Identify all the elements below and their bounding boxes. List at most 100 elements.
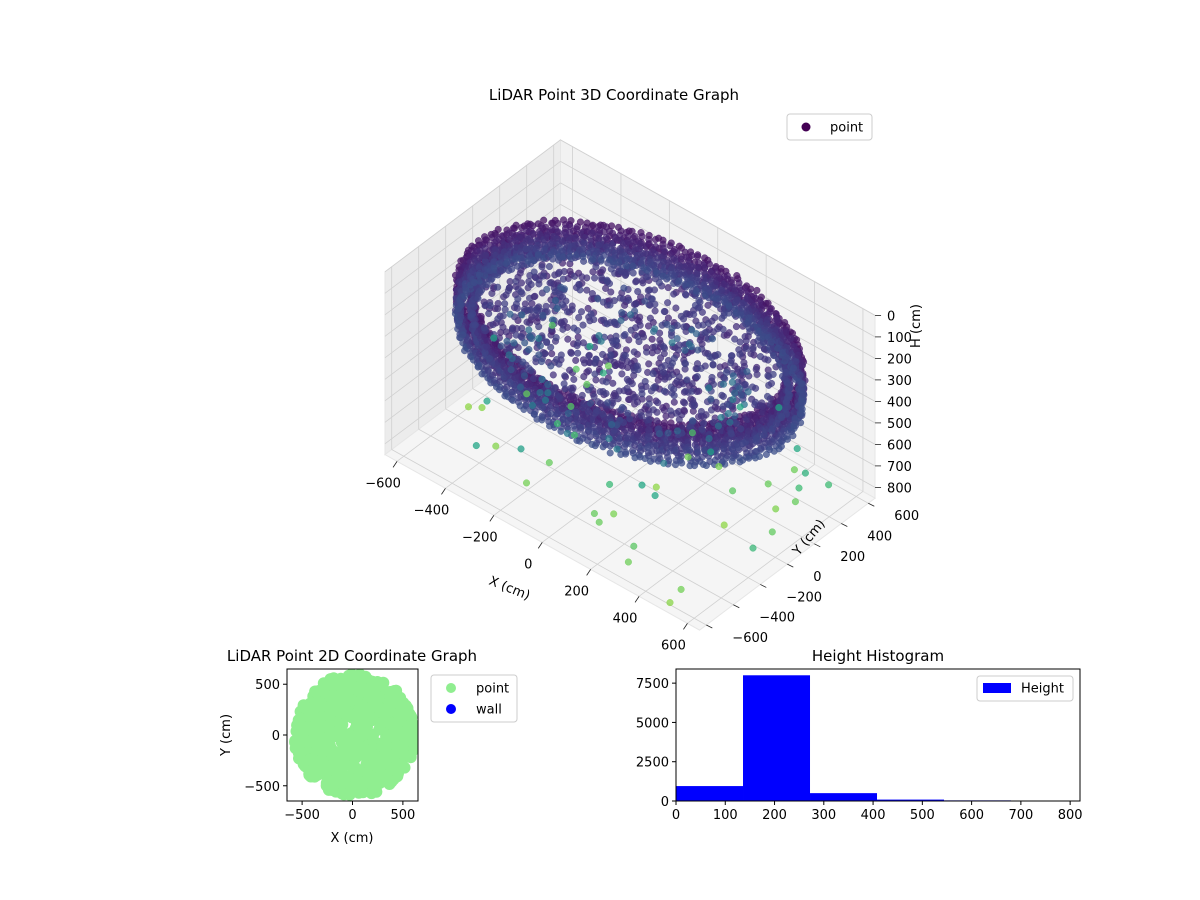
data-point <box>340 709 353 721</box>
data-point <box>599 350 607 358</box>
chart-3d-title: LiDAR Point 3D Coordinate Graph <box>489 86 739 104</box>
data-point <box>688 251 696 259</box>
data-point <box>719 325 727 333</box>
data-point <box>528 335 536 343</box>
data-point <box>705 435 713 443</box>
data-point <box>787 334 795 342</box>
data-point <box>355 679 368 692</box>
data-point <box>575 280 583 288</box>
data-point <box>478 404 486 412</box>
data-point <box>720 521 728 529</box>
data-point <box>297 733 310 746</box>
data-point <box>568 302 576 310</box>
data-point <box>681 407 689 415</box>
data-point <box>653 417 661 425</box>
data-point <box>645 410 653 418</box>
data-point <box>768 528 776 536</box>
data-point <box>525 326 533 334</box>
data-point <box>320 777 333 790</box>
data-point <box>545 459 553 467</box>
chart-3d-zlabel: H (cm) <box>909 304 924 348</box>
data-point <box>707 448 715 456</box>
data-point <box>376 740 389 752</box>
data-point <box>506 278 514 286</box>
data-point <box>709 335 717 343</box>
data-point <box>583 274 591 282</box>
y-tick-label: 7500 <box>636 677 669 692</box>
data-point <box>727 352 735 360</box>
data-point <box>736 385 744 393</box>
data-point <box>554 420 562 428</box>
data-point <box>653 408 661 416</box>
data-point <box>623 384 631 392</box>
data-point <box>342 748 355 761</box>
data-point <box>720 380 728 388</box>
data-point <box>576 218 584 226</box>
data-point <box>724 410 732 418</box>
data-point <box>506 310 514 318</box>
data-point <box>690 402 698 410</box>
data-point <box>711 314 719 322</box>
x-tick-label: 0 <box>348 808 356 823</box>
data-point <box>617 316 625 324</box>
data-point <box>651 286 659 294</box>
data-point <box>698 425 706 433</box>
data-point <box>775 404 783 412</box>
x-tick-label: −200 <box>462 530 498 545</box>
data-point <box>670 398 678 406</box>
z-tick-label: 600 <box>887 438 912 453</box>
data-point <box>387 762 399 775</box>
data-point <box>505 284 513 292</box>
tick-mark <box>841 523 848 527</box>
data-point <box>790 364 798 372</box>
data-point <box>483 397 491 405</box>
data-point <box>715 463 723 471</box>
data-point <box>557 427 565 435</box>
data-point <box>539 404 547 412</box>
data-point <box>343 788 356 801</box>
data-point <box>314 767 327 780</box>
data-point <box>606 480 614 488</box>
data-point <box>549 371 557 379</box>
data-point <box>767 305 775 313</box>
x-tick-label: 300 <box>811 808 836 823</box>
data-point <box>572 234 580 242</box>
data-point <box>379 715 392 727</box>
y-tick-label: −600 <box>732 631 768 646</box>
x-tick-label: −400 <box>414 503 450 518</box>
data-point <box>531 292 539 300</box>
data-point <box>684 453 692 461</box>
data-point <box>580 239 588 247</box>
data-point <box>743 368 751 376</box>
data-point <box>551 297 559 305</box>
data-point <box>486 355 494 363</box>
data-point <box>538 358 546 366</box>
data-point <box>552 334 560 342</box>
data-point <box>744 388 752 396</box>
data-point <box>560 285 568 293</box>
data-point <box>722 368 730 376</box>
data-point <box>295 753 308 766</box>
data-point <box>660 308 668 316</box>
data-point <box>310 685 323 698</box>
data-point <box>527 281 535 289</box>
data-point <box>612 332 620 340</box>
data-point <box>627 311 635 319</box>
data-point <box>660 343 668 351</box>
data-point <box>606 301 614 309</box>
x-tick-label: 200 <box>762 808 787 823</box>
data-point <box>494 315 502 323</box>
data-point <box>519 358 527 366</box>
data-point <box>501 300 509 308</box>
data-point <box>594 407 602 415</box>
data-point <box>573 409 581 417</box>
data-point <box>388 728 401 740</box>
data-point <box>567 402 575 410</box>
data-point <box>646 314 654 322</box>
data-point <box>585 408 593 416</box>
data-point <box>388 685 401 697</box>
data-point <box>404 750 417 763</box>
data-point <box>693 270 701 278</box>
data-point <box>701 264 709 272</box>
